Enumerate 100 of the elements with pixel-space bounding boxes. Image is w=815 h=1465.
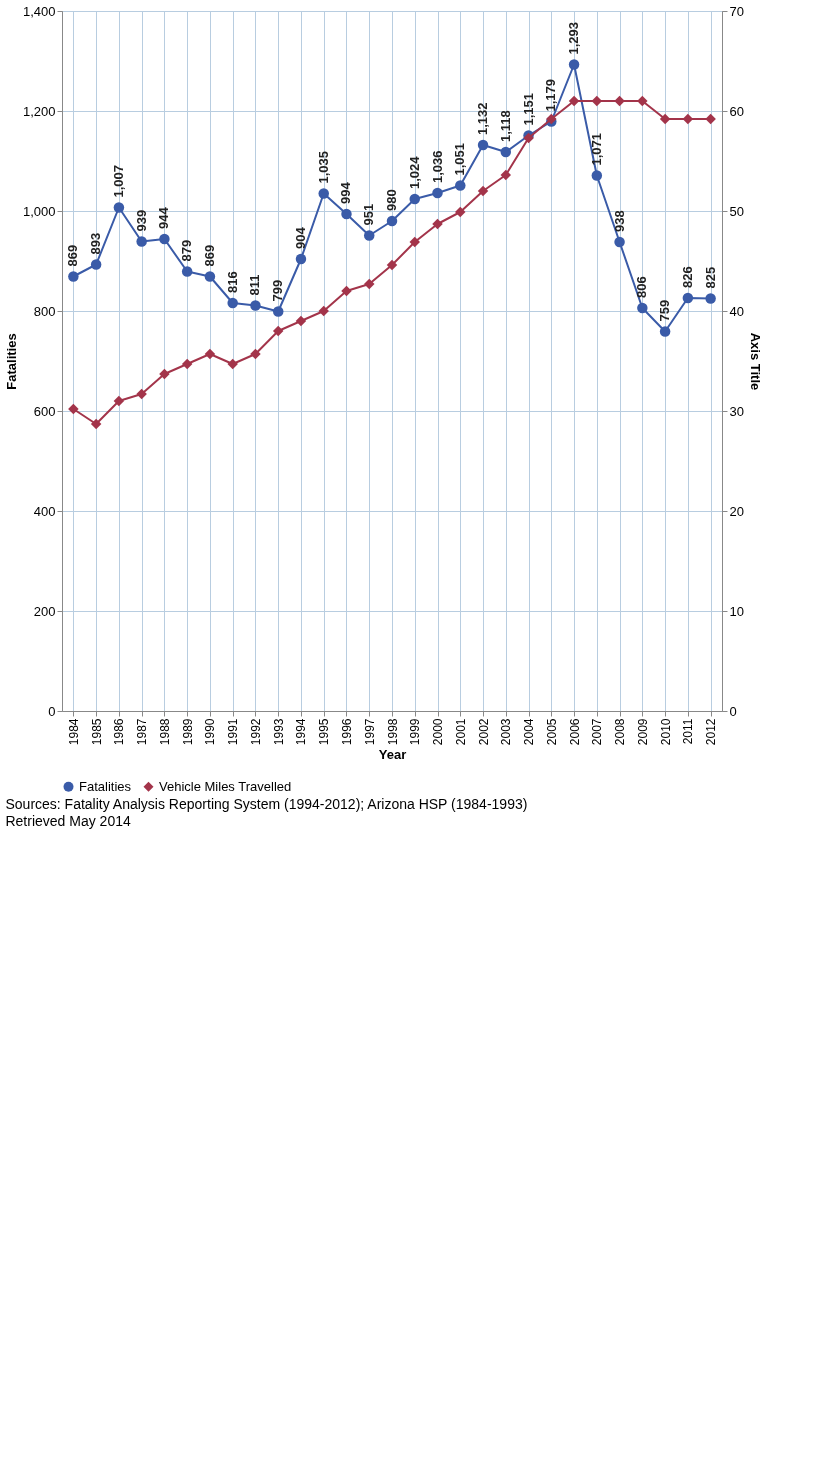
x-tick-label: 2005	[544, 718, 559, 746]
x-tick-label: 1985	[89, 718, 104, 746]
point	[68, 403, 79, 415]
point	[409, 193, 420, 205]
point	[159, 233, 170, 245]
point	[500, 169, 512, 181]
y2-axis-title: Axis Title	[747, 332, 763, 391]
x-tick-label: 2011	[681, 718, 696, 745]
data-label: 994	[338, 181, 354, 204]
y-tick-label: 200	[33, 603, 56, 619]
point	[295, 315, 307, 327]
x-tick-label: 1994	[294, 718, 309, 746]
point	[659, 326, 671, 337]
x-tick-label: 1996	[339, 718, 354, 746]
data-label: 951	[361, 203, 377, 226]
x-tick-label: 1984	[66, 718, 81, 746]
y2-tick-label: 10	[729, 603, 744, 619]
data-label: 826	[679, 266, 695, 288]
data-label: 1,118	[497, 110, 513, 142]
data-label: 1,179	[543, 78, 559, 112]
x-tick-label: 1987	[135, 718, 150, 746]
data-label: 1,007	[110, 164, 126, 198]
point	[227, 358, 238, 370]
data-label: 1,132	[475, 102, 491, 135]
legend-label: Vehicle Miles Travelled	[159, 778, 292, 794]
point	[68, 271, 79, 282]
y2-tick-label: 60	[729, 103, 744, 119]
legend-label: Fatalities	[79, 778, 132, 794]
y-tick-label: 1,400	[22, 3, 56, 19]
data-label: 869	[201, 244, 217, 267]
data-label: 759	[657, 299, 673, 322]
point	[568, 95, 580, 107]
x-tick-label: 2004	[522, 718, 537, 746]
x-tick-label: 2006	[567, 718, 582, 746]
x-tick-label: 2003	[499, 718, 514, 746]
point	[705, 113, 716, 125]
data-label: 1,151	[520, 92, 536, 126]
y2-tick-label: 0	[729, 703, 737, 719]
data-label: 1,035	[315, 150, 331, 184]
point	[637, 95, 648, 107]
y2-tick-label: 70	[729, 3, 744, 19]
point	[227, 297, 238, 309]
data-label: 879	[179, 239, 195, 262]
point	[591, 170, 603, 181]
data-label: 799	[270, 279, 286, 302]
point	[614, 236, 625, 248]
x-tick-label: 1998	[385, 718, 400, 746]
data-label: 806	[634, 276, 650, 298]
point	[159, 368, 170, 380]
point	[272, 306, 284, 317]
y-tick-label: 800	[33, 303, 56, 319]
point	[477, 139, 489, 151]
point	[341, 285, 352, 297]
point	[250, 348, 261, 360]
point	[614, 95, 625, 107]
data-label: 1,051	[452, 142, 468, 176]
point	[682, 292, 694, 304]
data-label: 904	[292, 226, 308, 249]
point	[637, 302, 648, 314]
point	[181, 266, 193, 277]
source-note: Sources: Fatality Analysis Reporting System (1994-2012); Arizona HSP (1984-1993)	[5, 796, 528, 812]
point	[272, 325, 284, 337]
point	[318, 305, 329, 317]
point	[113, 202, 125, 213]
point	[477, 185, 489, 197]
point	[136, 388, 147, 400]
point	[386, 259, 398, 271]
x-tick-label: 1997	[362, 718, 377, 746]
x-tick-label: 1989	[180, 718, 195, 746]
x-axis-title: Year	[378, 747, 407, 763]
data-label: 811	[247, 274, 263, 296]
x-tick-label: 1990	[203, 718, 218, 746]
text: Retrieved May 2014	[5, 813, 131, 829]
point	[90, 259, 102, 270]
x-tick-label: 1986	[112, 718, 127, 746]
point	[250, 300, 261, 311]
y-tick-label: 1,200	[22, 103, 56, 119]
data-label: 1,071	[588, 132, 604, 166]
point	[318, 188, 329, 199]
point	[295, 253, 307, 265]
x-tick-label: 2009	[635, 718, 650, 746]
x-tick-label: 2002	[476, 718, 491, 746]
point	[455, 180, 466, 191]
y-tick-label: 1,000	[22, 203, 56, 219]
point	[705, 293, 716, 304]
point	[500, 146, 512, 158]
x-tick-label: 2000	[431, 718, 446, 746]
x-tick-label: 1992	[248, 718, 263, 746]
point	[364, 230, 375, 241]
y-tick-label: 0	[48, 703, 56, 719]
point	[90, 418, 102, 430]
data-label: 1,036	[429, 150, 445, 183]
x-tick-label: 2007	[590, 718, 605, 746]
x-tick-label: 2001	[453, 718, 468, 746]
y2-tick-label: 30	[729, 403, 744, 419]
point	[113, 395, 125, 407]
x-tick-label: 1999	[408, 718, 423, 746]
point	[409, 236, 420, 248]
x-tick-label: 1988	[157, 718, 172, 746]
point	[181, 358, 193, 370]
